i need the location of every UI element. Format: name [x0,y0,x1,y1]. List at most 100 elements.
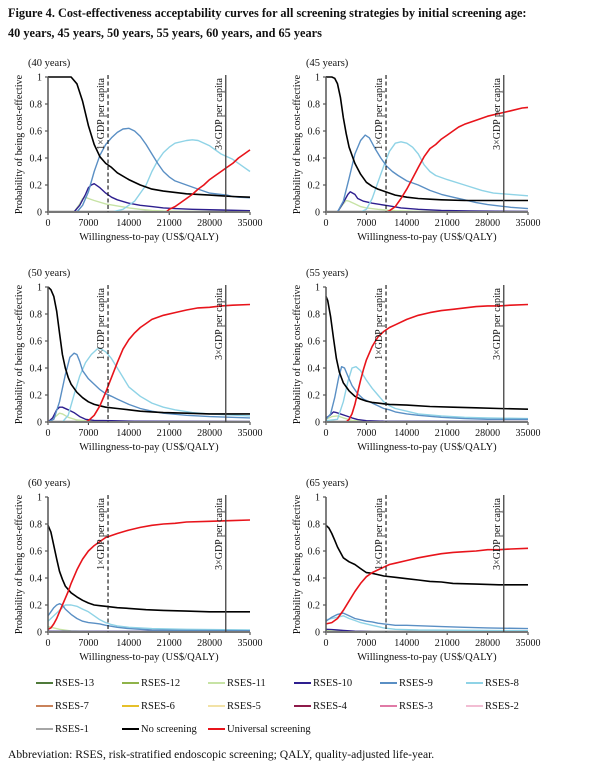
panel-label: (40 years) [28,58,71,69]
legend-swatch [36,705,53,707]
series-line-universal-screening [325,547,529,625]
x-tick-label: 0 [324,428,329,439]
x-tick-label: 7000 [356,428,376,439]
legend-swatch [36,728,53,730]
y-tick-label: 0.6 [30,547,43,558]
x-tick-label: 35000 [238,218,263,229]
legend-item-rses-9: RSES-9 [380,676,433,690]
legend-label: RSES-1 [55,723,89,735]
y-tick-label: 1 [315,493,320,504]
legend-label: RSES-13 [55,677,95,689]
x-tick-label: 7000 [78,218,98,229]
legend-item-rses-4: RSES-4 [294,699,347,713]
series-line-universal-screening [48,303,251,423]
y-axis-label: Probability of being cost-effective [292,74,303,214]
series-line-universal-screening [326,106,529,213]
series-line-rses-8 [48,347,251,423]
legend-item-rses-7: RSES-7 [36,699,89,713]
chart-svg: (40 years)Probability of being cost-effe… [14,58,263,243]
legend-label: Universal screening [227,723,311,735]
x-tick-label: 28000 [475,218,500,229]
series-line-rses-9 [48,127,251,213]
x-tick-label: 7000 [78,638,98,649]
chart-panel-60: (60 years) Probability of being cost-effe… [0,470,300,675]
x-tick-label: 21000 [157,218,182,229]
reference-line-label: 1×GDP per capita [374,287,385,359]
x-tick-label: 14000 [116,428,141,439]
reference-line-label: 1×GDP per capita [96,77,107,149]
chart-svg: (60 years)Probability of being cost-effe… [14,478,263,663]
y-tick-label: 0.2 [308,601,321,612]
x-tick-label: 28000 [475,428,500,439]
x-tick-label: 28000 [197,638,222,649]
x-tick-label: 35000 [516,638,541,649]
legend-label: RSES-6 [141,700,175,712]
x-tick-label: 28000 [197,218,222,229]
reference-line-label: 3×GDP per capita [492,497,503,569]
y-tick-label: 0 [37,208,42,219]
reference-line-label: 3×GDP per capita [492,287,503,359]
legend-label: RSES-9 [399,677,433,689]
x-tick-label: 14000 [394,638,419,649]
y-tick-label: 0.8 [308,310,321,321]
legend-label: RSES-5 [227,700,261,712]
legend-item-rses-2: RSES-2 [466,699,519,713]
y-tick-label: 1 [37,283,42,294]
legend-item-universal-screening: Universal screening [208,722,311,736]
legend-item-rses-11: RSES-11 [208,676,266,690]
x-axis-label: Willingness-to-pay (US$/QALY) [79,652,219,663]
chart-panel-65: (65 years) Probability of being cost-effe… [278,470,578,675]
legend-item-rses-12: RSES-12 [122,676,180,690]
series-line-universal-screening [47,519,251,631]
y-tick-label: 0.6 [30,127,43,138]
legend-label: No screening [141,723,197,735]
legend: RSES-13 RSES-12 RSES-11 RSES-10 RSES-9 RSES-8… [36,676,596,736]
legend-label: RSES-7 [55,700,89,712]
x-tick-label: 28000 [475,638,500,649]
reference-line-label: 1×GDP per capita [96,497,107,569]
legend-swatch [208,728,225,730]
reference-line-label: 1×GDP per capita [96,287,107,359]
reference-line-label: 3×GDP per capita [492,77,503,149]
abbreviation-note: Abbreviation: RSES, risk-stratified endo… [8,748,435,761]
x-tick-label: 0 [46,638,51,649]
x-tick-label: 0 [46,218,51,229]
legend-label: RSES-3 [399,700,433,712]
y-tick-label: 0 [37,418,42,429]
y-tick-label: 0.2 [308,181,321,192]
y-tick-label: 0.8 [30,310,43,321]
chart-panel-45: (45 years) Probability of being cost-effe… [278,50,578,255]
y-tick-label: 1 [37,493,42,504]
y-tick-label: 1 [37,73,42,84]
x-tick-label: 0 [324,638,329,649]
y-tick-label: 0.4 [308,364,321,375]
legend-swatch [208,705,225,707]
x-tick-label: 7000 [356,638,376,649]
legend-swatch [208,682,225,684]
legend-swatch [466,705,483,707]
x-tick-label: 21000 [435,638,460,649]
legend-swatch [380,682,397,684]
x-tick-label: 7000 [356,218,376,229]
legend-label: RSES-8 [485,677,519,689]
x-tick-label: 21000 [435,218,460,229]
series-line-rses-9 [325,612,529,630]
y-tick-label: 0.4 [30,154,43,165]
series-line-universal-screening [326,303,529,423]
chart-svg: (50 years)Probability of being cost-effe… [14,268,263,453]
figure-title-line1: Figure 4. Cost-effectiveness acceptabili… [8,6,527,20]
x-tick-label: 7000 [78,428,98,439]
panel-label: (50 years) [28,268,71,279]
legend-swatch [122,728,139,730]
chart-svg: (65 years)Probability of being cost-effe… [292,478,541,663]
y-axis-label: Probability of being cost-effective [14,494,25,634]
x-tick-label: 14000 [394,218,419,229]
panel-label: (55 years) [306,268,349,279]
chart-panel-55: (55 years) Probability of being cost-effe… [278,260,578,465]
reference-line-label: 3×GDP per capita [214,497,225,569]
figure-title: Figure 4. Cost-effectiveness acceptabili… [8,3,603,43]
y-tick-label: 0.4 [30,574,43,585]
y-tick-label: 0 [315,628,320,639]
chart-svg: (45 years)Probability of being cost-effe… [292,58,541,243]
x-tick-label: 14000 [116,218,141,229]
